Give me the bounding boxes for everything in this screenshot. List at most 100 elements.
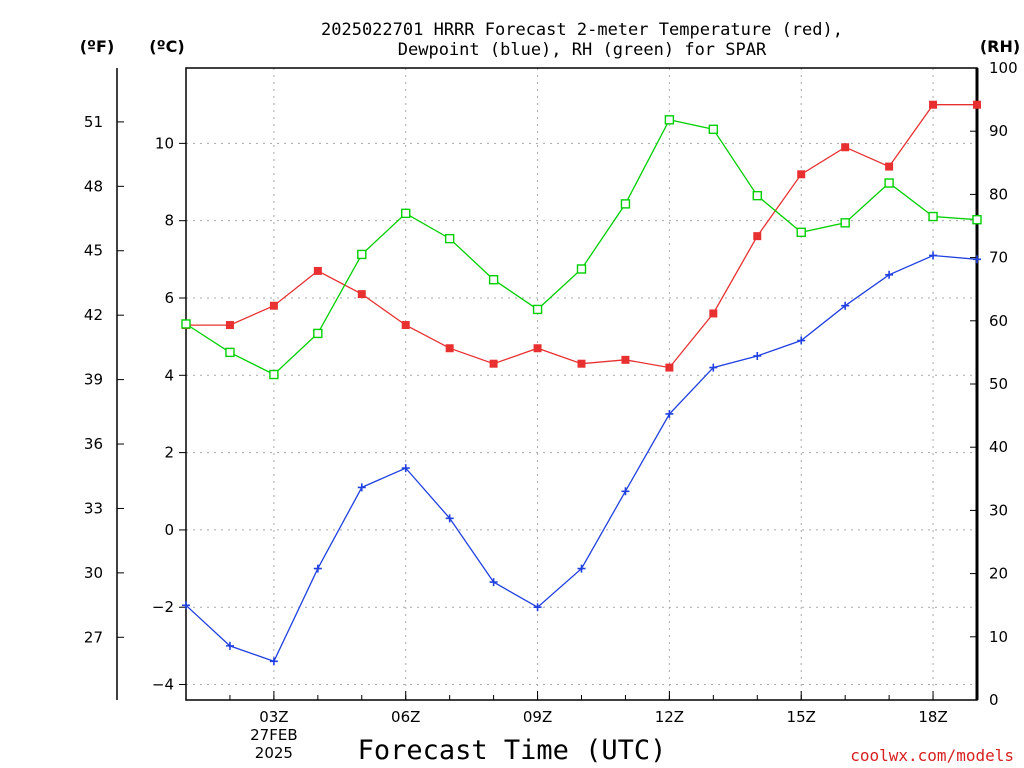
dewpoint-point (841, 301, 850, 310)
rh-tick-label: 100 (989, 59, 1018, 77)
celsius-tick-label: 10 (155, 134, 174, 152)
time-tick-label: 15Z (787, 708, 816, 726)
fahrenheit-tick-label: 42 (84, 306, 103, 324)
axes-layer: −4 −2 0 2 4 6 8 10 27 30 33 36 39 42 45 48 51 0 10 20 30 40 50… (84, 59, 1018, 762)
rh-tick-label: 80 (989, 185, 1008, 203)
fahrenheit-tick-label: 45 (84, 242, 103, 260)
dewpoint-point (489, 578, 498, 587)
temperature-point (665, 363, 674, 372)
time-tick-label: 03Z (259, 708, 288, 726)
dewpoint-point (577, 564, 586, 573)
plot-frame (185, 67, 978, 701)
rh-tick-label: 0 (989, 691, 999, 709)
fahrenheit-tick-label: 27 (84, 628, 103, 646)
rh-point (664, 115, 675, 125)
time-tick-label: 27FEB (250, 726, 297, 744)
rh-point (488, 275, 499, 285)
chart-title-line1: 2025022701 HRRR Forecast 2-meter Tempera… (321, 20, 843, 40)
fahrenheit-tick-label: 30 (84, 564, 103, 582)
temperature-point (445, 344, 454, 353)
celsius-tick-label: 6 (164, 289, 174, 307)
series-layer (181, 100, 982, 666)
time-tick-label: 06Z (391, 708, 420, 726)
temperature-point (929, 100, 938, 109)
dewpoint-point (533, 603, 542, 612)
dewpoint-point (182, 601, 190, 610)
rh-point (840, 218, 850, 228)
dewpoint-point (709, 363, 718, 372)
rh-tick-label: 20 (989, 565, 1008, 583)
temperature-point (797, 170, 806, 179)
temperature-point (621, 355, 630, 364)
rh-tick-label: 70 (989, 249, 1008, 267)
celsius-tick-label: 4 (164, 366, 174, 384)
temperature-point (225, 321, 234, 330)
temperature-point (401, 321, 410, 330)
rh-tick-label: 50 (989, 375, 1008, 393)
dewpoint-point (797, 336, 806, 345)
temperature-point (753, 232, 762, 241)
fahrenheit-tick-label: 51 (84, 113, 103, 131)
temperature-point (357, 290, 366, 299)
temperature-point (885, 162, 894, 171)
fahrenheit-tick-label: 36 (84, 435, 103, 453)
temperature-point (533, 344, 542, 353)
dewpoint-point (885, 270, 894, 279)
rh-series-line (185, 119, 978, 376)
rh-point (181, 319, 191, 329)
dewpoint-series-line (185, 254, 978, 663)
time-tick-label: 09Z (523, 708, 552, 726)
temperature-point (841, 143, 850, 152)
rh-point (576, 264, 587, 274)
dewpoint-point (401, 464, 410, 473)
temperature-point (577, 359, 586, 368)
rh-point (444, 233, 455, 244)
dewpoint-point (445, 514, 454, 523)
temperature-series-line (186, 104, 977, 369)
time-tick-label: 12Z (655, 708, 684, 726)
x-axis-title: Forecast Time (UTC) (358, 735, 667, 766)
rh-unit-label: (RH) (980, 37, 1020, 56)
dewpoint-point (313, 564, 322, 573)
celsius-tick-label: 0 (164, 521, 174, 539)
dewpoint-point (973, 255, 981, 264)
dewpoint-point (225, 641, 234, 650)
time-tick-label: 2025 (255, 744, 293, 762)
rh-point (532, 304, 543, 315)
rh-tick-label: 30 (989, 501, 1008, 519)
temperature-point (269, 301, 278, 310)
rh-point (708, 124, 719, 135)
rh-point (928, 211, 938, 222)
celsius-tick-label: 2 (164, 444, 174, 462)
rh-point (357, 249, 367, 260)
rh-point (752, 190, 762, 201)
fahrenheit-unit-label: (ºF) (80, 37, 115, 56)
source-credit: coolwx.com/models (850, 746, 1014, 765)
rh-tick-label: 40 (989, 438, 1008, 456)
rh-point (620, 199, 631, 209)
fahrenheit-tick-label: 39 (84, 371, 103, 389)
rh-point (225, 347, 235, 358)
temperature-point (709, 309, 718, 318)
temperature-point (489, 359, 498, 368)
dewpoint-point (929, 251, 938, 260)
dewpoint-point (753, 351, 762, 360)
rh-point (796, 227, 806, 238)
time-tick-label: 18Z (918, 708, 947, 726)
celsius-tick-label: −2 (152, 598, 174, 616)
rh-point (401, 208, 411, 219)
grid-layer (186, 68, 977, 700)
rh-tick-label: 90 (989, 122, 1008, 140)
dewpoint-point (357, 483, 366, 492)
rh-point (269, 369, 279, 380)
rh-point (313, 328, 323, 339)
rh-tick-label: 60 (989, 312, 1008, 330)
celsius-unit-label: (ºC) (149, 37, 184, 56)
fahrenheit-tick-label: 33 (84, 499, 103, 517)
temperature-point (973, 100, 981, 109)
fahrenheit-tick-label: 48 (84, 177, 103, 195)
chart-title-line2: Dewpoint (blue), RH (green) for SPAR (398, 40, 767, 60)
dewpoint-point (269, 657, 278, 666)
rh-point (884, 178, 894, 188)
temperature-point (313, 266, 322, 275)
